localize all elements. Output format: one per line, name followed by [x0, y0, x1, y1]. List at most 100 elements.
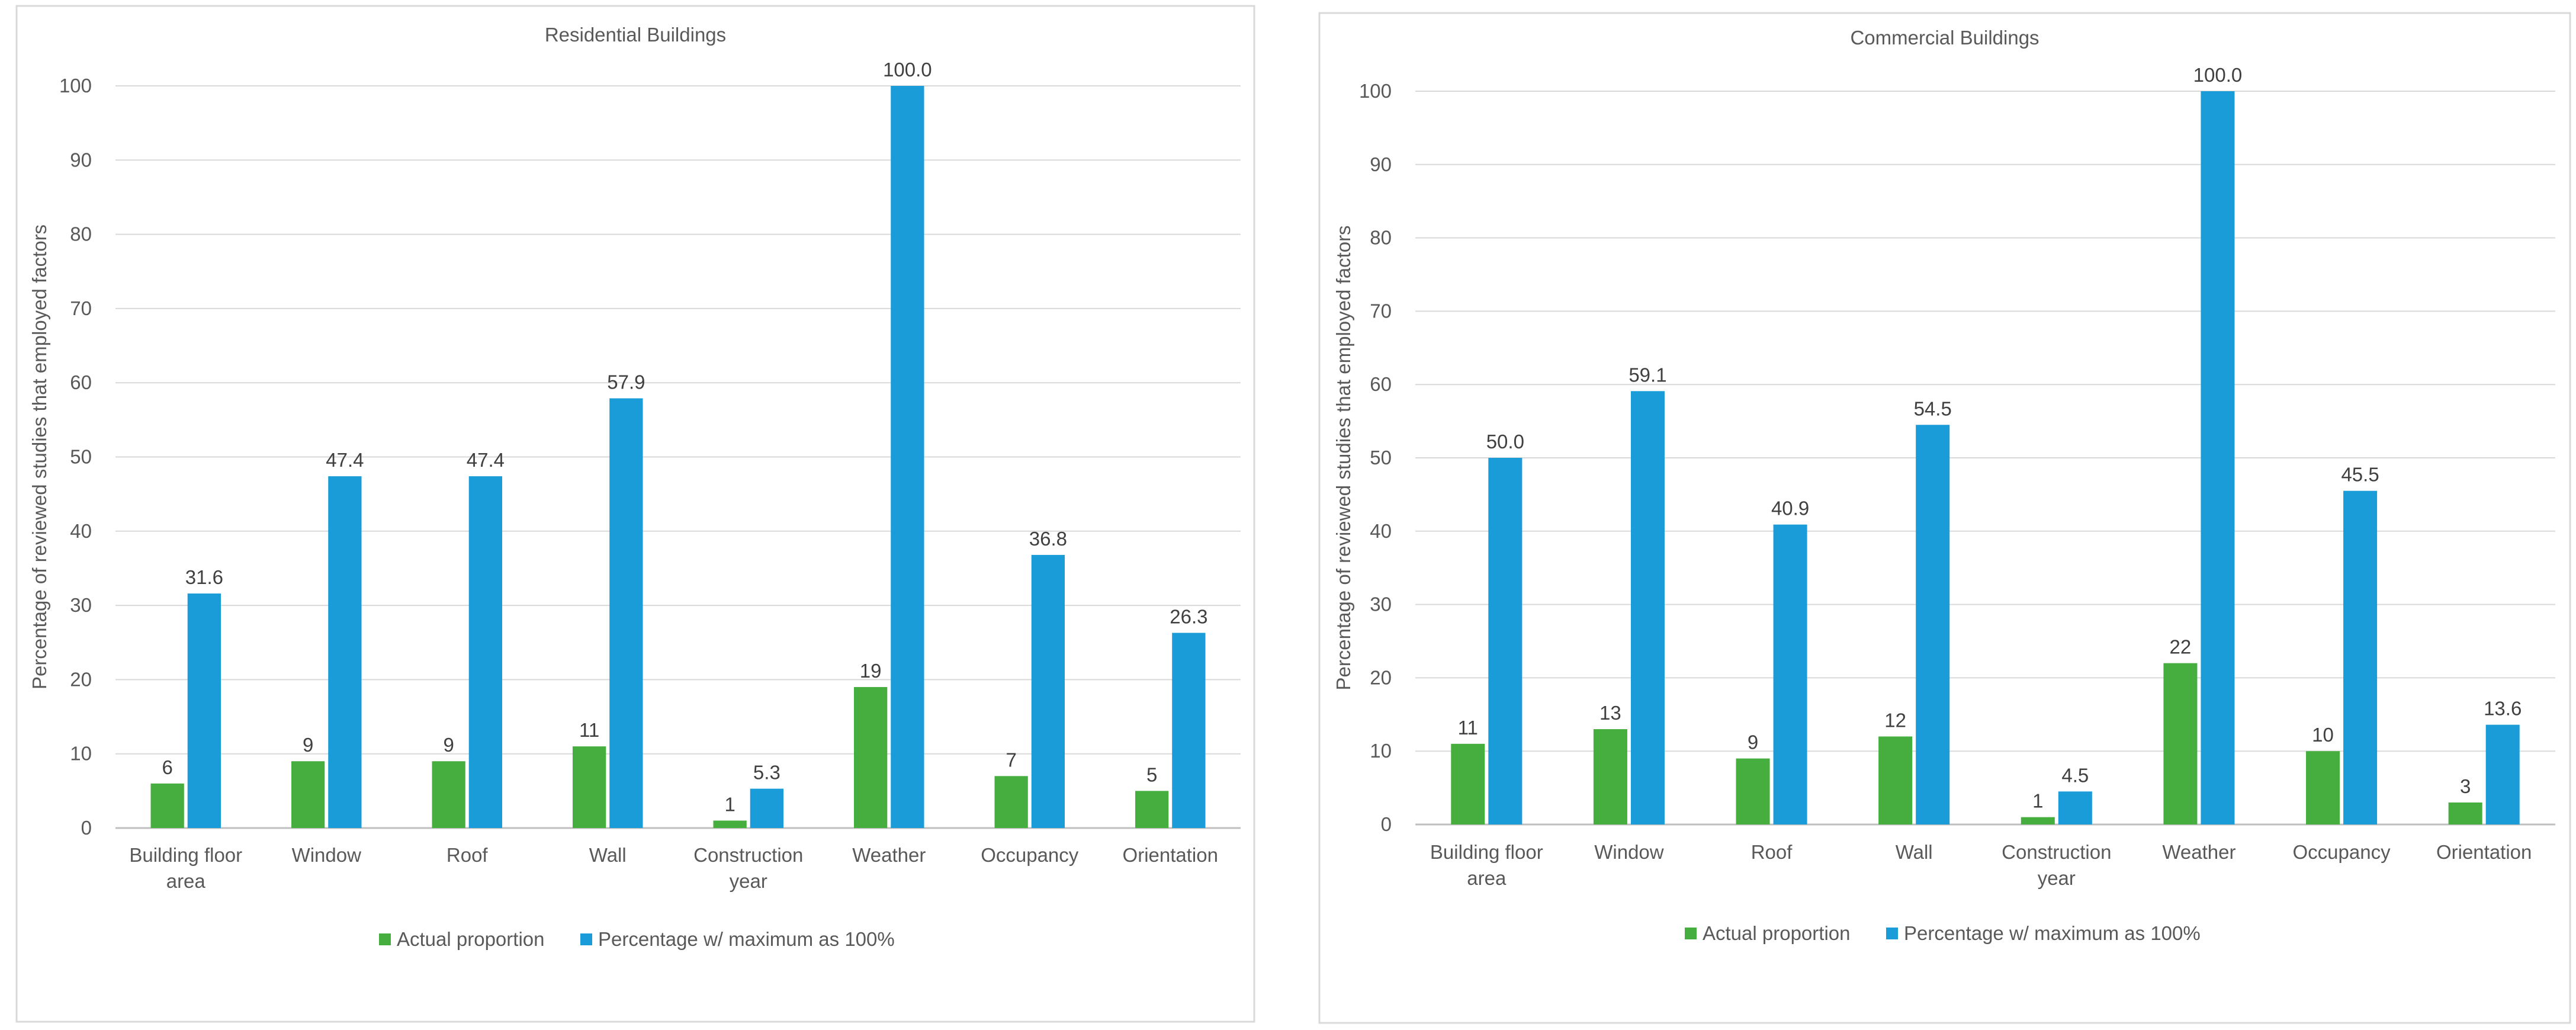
actual-proportion-label: 3	[2460, 775, 2471, 797]
y-tick-label: 0	[1381, 813, 1392, 835]
category-label: Window	[1594, 841, 1664, 863]
actual-proportion-label: 13	[1599, 702, 1621, 724]
category-label: Occupancy	[2293, 841, 2391, 863]
percentage-bar	[187, 593, 221, 828]
actual-proportion-bar	[291, 761, 325, 828]
category-label: Occupancy	[981, 844, 1079, 866]
category-label: Window	[292, 844, 362, 866]
legend-swatch-actual	[1685, 928, 1697, 939]
percentage-label: 57.9	[607, 371, 645, 393]
y-tick-label: 80	[1370, 227, 1392, 249]
actual-proportion-label: 7	[1006, 749, 1016, 771]
percentage-label: 100.0	[2193, 64, 2243, 86]
y-tick-label: 20	[70, 668, 92, 690]
percentage-label: 47.4	[467, 449, 505, 471]
percentage-label: 54.5	[1914, 397, 1952, 419]
actual-proportion-label: 22	[2170, 636, 2192, 658]
y-axis-title: Percentage of reviewed studies that empl…	[28, 224, 50, 689]
actual-proportion-bar	[432, 761, 465, 828]
actual-proportion-bar	[2448, 802, 2482, 824]
category-label-line: Construction	[693, 844, 803, 866]
percentage-bar	[2058, 791, 2092, 824]
percentage-bar	[609, 398, 643, 828]
percentage-bar	[328, 476, 362, 828]
legend-label-actual: Actual proportion	[1703, 922, 1850, 944]
y-tick-label: 90	[70, 149, 92, 171]
category-label-line: Weather	[852, 844, 926, 866]
y-tick-label: 10	[1370, 740, 1392, 762]
category-label-line: area	[166, 870, 206, 892]
category-label-line: Construction	[2002, 841, 2111, 863]
actual-proportion-bar	[1593, 729, 1627, 824]
percentage-label: 5.3	[753, 762, 780, 784]
chart-title: Residential Buildings	[545, 24, 726, 46]
y-tick-label: 100	[59, 75, 92, 97]
actual-proportion-bar	[150, 783, 184, 828]
category-label-line: year	[730, 870, 767, 892]
y-tick-label: 10	[70, 743, 92, 765]
actual-proportion-label: 1	[2032, 790, 2043, 812]
legend-label-percentage: Percentage w/ maximum as 100%	[598, 928, 895, 950]
percentage-bar	[2201, 91, 2235, 824]
percentage-bar	[1630, 391, 1665, 824]
percentage-label: 36.8	[1029, 528, 1067, 550]
category-label-line: Building floor	[1430, 841, 1543, 863]
percentage-bar	[1773, 524, 1807, 824]
residential-chart-panel: Residential Buildings 0 10 20 30 40 50 60 70 80 90…	[0, 0, 1261, 1030]
percentage-label: 45.5	[2341, 464, 2379, 486]
y-tick-label: 70	[70, 297, 92, 319]
percentage-bar	[1916, 425, 1950, 824]
category-label-line: Occupancy	[2293, 841, 2391, 863]
category-label: Weather	[852, 844, 926, 866]
category-label: Roof	[447, 844, 489, 866]
commercial-chart-panel: Commercial Buildings 0 10 20 30 40 50 60 70 80 90 1…	[1303, 0, 2576, 1030]
y-axis-title: Percentage of reviewed studies that empl…	[1332, 225, 1354, 690]
category-label-line: Orientation	[2436, 841, 2532, 863]
y-tick-label: 60	[70, 371, 92, 393]
category-label-line: Window	[292, 844, 362, 866]
actual-proportion-bar	[2021, 817, 2055, 824]
percentage-bar	[1488, 458, 1523, 824]
category-label-line: area	[1467, 867, 1507, 889]
category-label: Wall	[589, 844, 627, 866]
actual-proportion-label: 11	[579, 719, 599, 741]
percentage-bar	[1031, 554, 1065, 828]
percentage-label: 26.3	[1170, 605, 1207, 627]
category-label-line: Orientation	[1123, 844, 1218, 866]
y-tick-label: 0	[81, 817, 92, 839]
category-label-line: Weather	[2162, 841, 2235, 863]
category-label-line: Roof	[447, 844, 489, 866]
actual-proportion-label: 12	[1884, 709, 1906, 731]
actual-proportion-bar	[1135, 791, 1169, 828]
legend-swatch-percentage	[580, 933, 592, 945]
percentage-label: 31.6	[185, 566, 223, 588]
actual-proportion-label: 9	[443, 734, 454, 756]
actual-proportion-bar	[2306, 751, 2340, 824]
percentage-bar	[1172, 633, 1206, 828]
y-tick-label: 30	[1370, 593, 1392, 615]
category-label-line: Wall	[1896, 841, 1933, 863]
actual-proportion-label: 5	[1146, 763, 1157, 785]
percentage-bar	[2343, 490, 2378, 824]
legend-label-actual: Actual proportion	[397, 928, 544, 950]
y-tick-label: 30	[70, 594, 92, 616]
category-label-line: Occupancy	[981, 844, 1079, 866]
y-tick-label: 70	[1370, 300, 1392, 322]
category-label: Construction year	[693, 844, 803, 892]
residential-chart: Residential Buildings 0 10 20 30 40 50 60 70 80 90…	[15, 5, 1255, 1023]
actual-proportion-bar	[2163, 663, 2198, 824]
percentage-label: 100.0	[883, 59, 932, 81]
actual-proportion-label: 19	[860, 660, 882, 682]
y-tick-label: 50	[70, 446, 92, 468]
category-label: Weather	[2162, 841, 2235, 863]
category-label-line: Building floor	[129, 844, 242, 866]
y-tick-label: 100	[1359, 80, 1392, 102]
y-tick-label: 40	[1370, 520, 1392, 542]
percentage-bar	[468, 476, 503, 828]
y-tick-label: 50	[1370, 447, 1392, 469]
category-label: Wall	[1896, 841, 1933, 863]
category-label: Roof	[1751, 841, 1793, 863]
actual-proportion-label: 11	[1458, 717, 1478, 739]
actual-proportion-bar	[853, 686, 888, 828]
percentage-label: 50.0	[1486, 431, 1524, 453]
